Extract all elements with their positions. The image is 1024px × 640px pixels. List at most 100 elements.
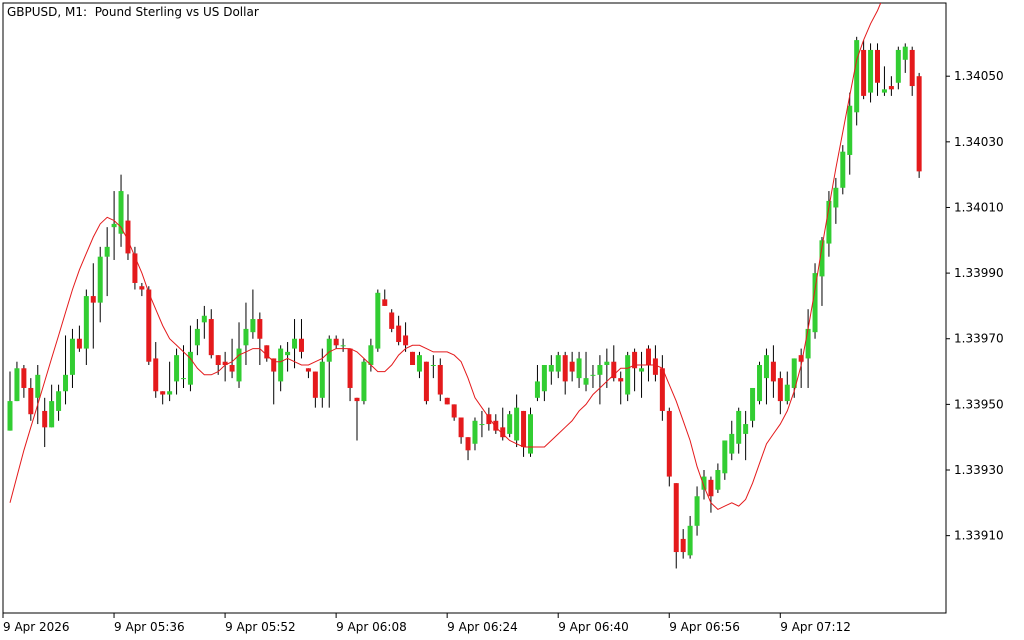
bull-candle-body bbox=[340, 345, 346, 347]
candle bbox=[444, 397, 450, 405]
bull-candle-body bbox=[174, 355, 180, 382]
bull-candle-body bbox=[840, 151, 846, 188]
bull-candle-body bbox=[326, 338, 332, 362]
candle bbox=[514, 394, 520, 448]
bear-candle-body bbox=[222, 361, 228, 365]
bull-candle-body bbox=[63, 374, 69, 392]
candle bbox=[576, 351, 582, 388]
candle bbox=[396, 315, 402, 346]
bull-candle-body bbox=[104, 246, 110, 257]
bear-candle-body bbox=[396, 325, 402, 343]
candle bbox=[715, 463, 721, 493]
bull-candle-body bbox=[361, 361, 367, 402]
bull-candle-body bbox=[826, 200, 832, 244]
candle bbox=[229, 338, 235, 379]
bull-candle-body bbox=[83, 296, 89, 349]
bear-candle-body bbox=[909, 49, 915, 87]
candle bbox=[368, 338, 374, 372]
bear-candle-body bbox=[618, 378, 624, 382]
bear-candle-body bbox=[146, 289, 152, 362]
bear-candle-body bbox=[659, 368, 665, 411]
bull-candle-body bbox=[736, 410, 742, 444]
bull-candle-body bbox=[181, 378, 186, 380]
bull-candle-body bbox=[625, 355, 631, 395]
bull-candle-body bbox=[715, 470, 721, 490]
candle bbox=[333, 335, 339, 349]
candle bbox=[243, 302, 249, 365]
bull-candle-body bbox=[514, 407, 520, 441]
candle bbox=[271, 358, 277, 405]
candle bbox=[472, 417, 478, 451]
bear-candle-body bbox=[257, 319, 263, 339]
candle bbox=[590, 364, 596, 388]
bear-candle-body bbox=[437, 364, 443, 395]
candle bbox=[673, 483, 679, 569]
candle bbox=[174, 348, 180, 395]
candle bbox=[729, 420, 735, 461]
candle bbox=[382, 289, 388, 306]
candle bbox=[562, 351, 568, 395]
candle bbox=[49, 384, 55, 428]
candle bbox=[833, 177, 839, 224]
bull-candle-body bbox=[111, 223, 117, 228]
candle bbox=[826, 191, 832, 257]
bear-candle-body bbox=[76, 338, 82, 349]
bull-candle-body bbox=[35, 374, 41, 398]
bear-candle-body bbox=[347, 348, 353, 388]
candle bbox=[736, 407, 742, 454]
bear-candle-body bbox=[389, 312, 395, 329]
bear-candle-body bbox=[215, 355, 221, 365]
x-tick-label: 9 Apr 06:24 bbox=[447, 620, 518, 634]
bear-candle-body bbox=[493, 420, 499, 431]
bull-candle-body bbox=[590, 374, 596, 376]
bear-candle-body bbox=[264, 345, 270, 359]
candle bbox=[111, 191, 117, 260]
bull-candle-body bbox=[555, 355, 561, 372]
price-axis: 1.34050 1.34030 1.34010 1.33990 1.33970 1.339… bbox=[946, 69, 1004, 543]
bear-candle-body bbox=[312, 371, 318, 398]
bear-candle-body bbox=[632, 351, 638, 369]
bull-candle-body bbox=[895, 49, 901, 83]
candle bbox=[298, 319, 304, 359]
candle bbox=[798, 348, 804, 388]
candle bbox=[319, 348, 325, 408]
bull-candle-body bbox=[757, 364, 763, 402]
candle bbox=[97, 246, 103, 323]
y-tick-label: 1.34010 bbox=[954, 200, 1004, 214]
candle bbox=[548, 355, 554, 385]
bear-candle-body bbox=[333, 338, 339, 346]
bear-candle-body bbox=[298, 338, 304, 352]
bull-candle-body bbox=[167, 391, 173, 395]
bear-candle-body bbox=[486, 414, 492, 425]
bull-candle-body bbox=[416, 355, 422, 372]
bull-candle-body bbox=[833, 187, 839, 208]
bull-candle-body bbox=[285, 351, 291, 356]
bear-candle-body bbox=[423, 361, 429, 402]
bear-candle-body bbox=[500, 427, 506, 438]
moving-average bbox=[9, 3, 882, 510]
candle bbox=[465, 437, 471, 461]
bear-candle-body bbox=[229, 364, 235, 372]
bull-candle-body bbox=[902, 46, 908, 60]
candle bbox=[881, 66, 887, 96]
candle bbox=[722, 440, 728, 480]
bear-candle-body bbox=[21, 368, 27, 388]
bull-candle-body bbox=[292, 338, 298, 349]
candle bbox=[868, 43, 874, 103]
candle bbox=[861, 40, 867, 100]
candle bbox=[250, 289, 256, 339]
bull-candle-body bbox=[805, 328, 811, 359]
candle bbox=[153, 342, 159, 398]
bear-candle-body bbox=[611, 361, 617, 379]
candle bbox=[569, 351, 575, 382]
bull-candle-body bbox=[49, 401, 55, 428]
candles bbox=[7, 36, 922, 569]
candle bbox=[125, 194, 131, 260]
candle bbox=[840, 145, 846, 195]
candle bbox=[416, 351, 422, 379]
candle bbox=[56, 384, 62, 421]
bull-candle-body bbox=[375, 292, 381, 349]
candle bbox=[118, 174, 124, 247]
bear-candle-body bbox=[354, 397, 360, 402]
